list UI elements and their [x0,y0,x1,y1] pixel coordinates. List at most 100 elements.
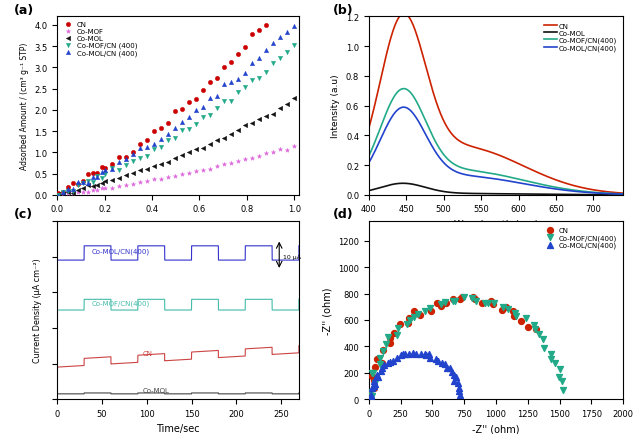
Co-MOL [233,127,243,134]
CN [431,95,439,101]
CN [619,191,627,196]
Co-MOL/CN (400) [83,180,93,187]
Co-MOL/CN(400) [392,355,402,362]
CN [477,300,487,307]
Co-MOF/CN(400) [619,192,627,197]
X-axis label: -Z'' (ohm): -Z'' (ohm) [473,424,520,434]
CN [156,125,166,132]
Co-MOF [142,178,152,184]
Co-MOL/CN (400) [184,114,194,121]
Co-MOL/CN (400) [92,174,102,181]
Co-MOF/CN (400) [114,167,124,174]
Co-MOL/CN(400) [440,361,450,368]
CN [467,294,478,301]
CN [400,12,408,17]
Co-MOL/CN(400) [367,385,377,392]
Co-MOL/CN(400) [425,355,436,362]
Co-MOF [170,173,180,180]
Co-MOF [226,160,236,167]
Co-MOF [107,185,117,192]
Co-MOL/CN(400) [404,351,414,358]
Co-MOF/CN (400) [247,78,257,85]
CN [509,313,519,320]
Co-MOL/CN(400) [443,365,453,372]
Co-MOF/CN(400) [450,298,460,305]
Co-MOF/CN (400) [59,189,69,196]
Co-MOF [247,155,257,162]
Co-MOF/CN(400) [425,305,435,312]
Co-MOF/CN(400) [447,298,457,305]
Co-MOL/CN (400) [142,145,152,151]
Co-MOL/CN(400) [619,192,627,197]
Co-MOL/CN(400) [455,391,465,398]
Co-MOL [121,172,131,179]
Co-MOF [212,163,222,170]
CN [128,149,138,156]
CN [268,10,278,16]
CN [53,190,64,197]
Co-MOL/CN(400) [445,365,455,372]
CN [389,330,399,337]
Co-MOF/CN (400) [282,49,293,56]
CN [59,189,69,196]
Co-MOF/CN (400) [156,144,166,151]
Co-MOL [135,167,145,174]
Co-MOF [184,170,194,177]
CN [378,347,389,354]
CN [233,52,243,59]
Co-MOF/CN(400) [431,138,439,143]
Co-MOL/CN(400) [448,372,459,378]
Co-MOF/CN(400) [471,298,481,305]
Legend: CN, Co-MOL, Co-MOF/CN(400), Co-MOL/CN(400): CN, Co-MOL, Co-MOF/CN(400), Co-MOL/CN(40… [541,21,620,54]
Co-MOL/CN(400) [369,383,379,390]
Co-MOF [73,189,83,196]
Co-MOF/CN(400) [409,314,419,321]
Co-MOL [481,191,488,197]
Co-MOF/CN(400) [521,315,531,322]
Co-MOL/CN (400) [177,119,187,126]
CN [107,161,117,168]
Co-MOL/CN(400) [366,394,377,401]
Co-MOL [177,152,187,159]
CN [516,318,526,325]
Co-MOL/CN(400) [557,187,565,193]
Co-MOF [282,147,293,154]
CN [523,324,534,331]
CN [448,296,458,303]
Co-MOF/CN(400) [536,182,543,187]
Co-MOL/CN(400) [385,358,395,365]
Co-MOF/CN(400) [555,366,565,373]
CN [403,320,413,327]
Co-MOF/CN(400) [439,299,450,306]
Co-MOL/CN (400) [100,167,110,174]
Co-MOL/CN(400) [454,387,464,394]
Co-MOL/CN(400) [454,385,464,391]
Co-MOL [247,120,257,127]
CN [488,301,499,308]
Co-MOF/CN(400) [420,308,430,315]
Co-MOL [156,161,166,168]
Co-MOF/CN (400) [219,99,229,105]
Co-MOF [68,190,78,197]
CN [410,26,418,32]
Co-MOL/CN(400) [375,368,385,375]
Co-MOL/CN(400) [433,358,443,365]
CN [87,170,97,177]
Co-MOF/CN(400) [558,387,569,394]
CN [240,45,250,52]
Co-MOF/CN (400) [128,158,138,165]
Co-MOL/CN (400) [163,132,173,138]
Co-MOF/CN(400) [368,369,378,376]
Co-MOF/CN(400) [550,360,560,367]
Co-MOF/CN (400) [212,105,222,112]
Co-MOF/CN(400) [481,170,488,175]
Line: Co-MOL: Co-MOL [369,184,623,195]
Co-MOF/CN(400) [401,321,411,328]
Co-MOF [205,166,215,173]
Co-MOL/CN(400) [450,374,460,381]
CN [455,296,466,302]
Co-MOL [97,181,107,187]
Co-MOL [275,105,285,112]
CN [536,171,543,176]
Co-MOF/CN(400) [375,355,385,362]
